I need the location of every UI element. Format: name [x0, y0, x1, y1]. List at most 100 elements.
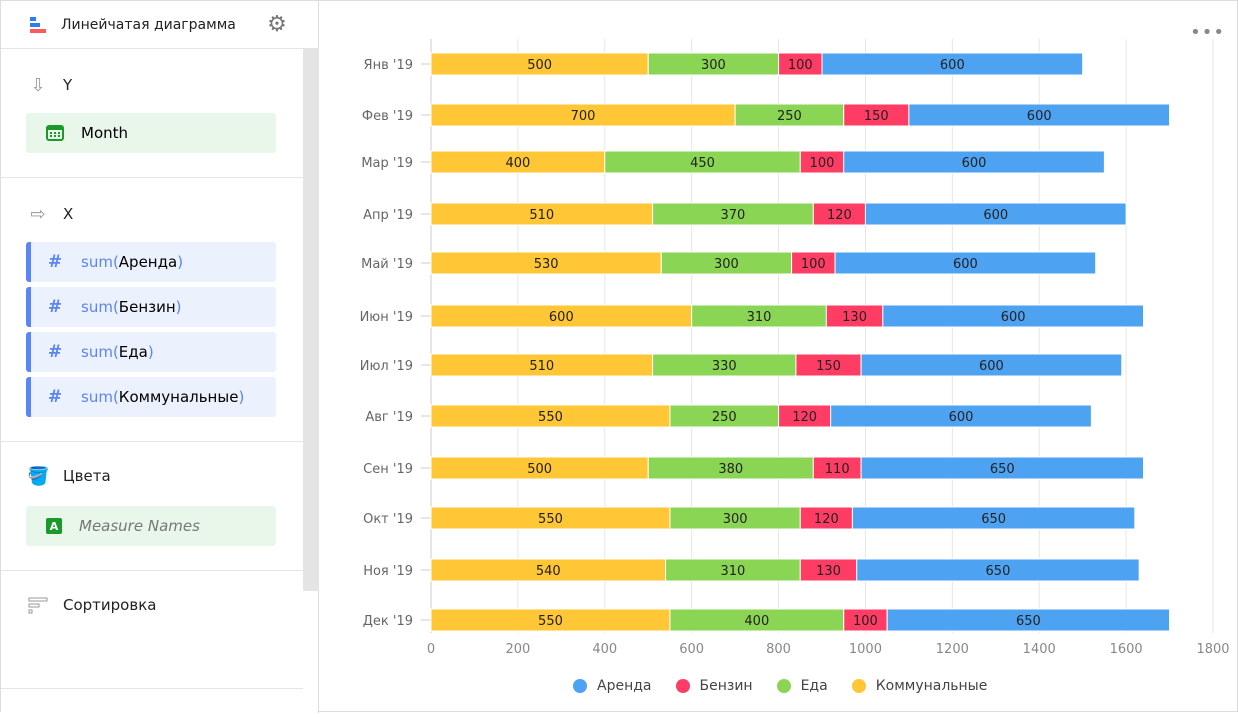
y-tick-label: Янв '19	[364, 58, 413, 73]
data-label: 380	[718, 462, 743, 477]
field-month[interactable]: Month	[26, 113, 276, 153]
bar-segment[interactable]	[821, 52, 1084, 76]
x-tick-label: 1600	[1110, 642, 1143, 657]
bar-segment[interactable]	[851, 506, 1136, 530]
data-label: 150	[864, 109, 889, 124]
data-label: 120	[827, 208, 852, 223]
bar-segment[interactable]	[886, 608, 1171, 632]
number-icon: #	[47, 387, 63, 407]
data-label: 100	[801, 257, 826, 272]
data-label: 130	[816, 564, 841, 579]
section-sort-label: Сортировка	[63, 596, 157, 614]
data-label: 300	[723, 512, 748, 527]
data-label: 650	[1016, 614, 1041, 629]
bar-segment[interactable]	[830, 404, 1092, 428]
field-measure[interactable]: # sum(Еда)	[26, 332, 276, 372]
section-x-label: X	[63, 205, 74, 223]
data-label: 650	[981, 512, 1006, 527]
more-options-icon[interactable]: •••	[1190, 22, 1225, 43]
bar-segment[interactable]	[834, 251, 1097, 275]
data-label: 500	[527, 462, 552, 477]
arrow-right-icon: ⇨	[30, 203, 46, 225]
data-label: 600	[979, 359, 1004, 374]
data-label: 330	[712, 359, 737, 374]
data-label: 250	[712, 410, 737, 425]
x-tick-label: 200	[505, 642, 530, 657]
x-tick-label: 0	[427, 642, 435, 657]
data-label: 600	[962, 156, 987, 171]
data-label: 450	[690, 156, 715, 171]
section-colors-label: Цвета	[63, 467, 111, 485]
x-tick-label: 1400	[1023, 642, 1056, 657]
x-tick-label: 600	[679, 642, 704, 657]
sidebar-scrollbar[interactable]	[303, 49, 319, 591]
data-label: 600	[949, 410, 974, 425]
data-label: 540	[536, 564, 561, 579]
y-tick-label: Авг '19	[365, 410, 413, 425]
data-label: 550	[538, 512, 563, 527]
x-tick-label: 400	[592, 642, 617, 657]
field-label: sum(Бензин)	[81, 298, 182, 316]
field-label: sum(Аренда)	[81, 253, 184, 271]
data-label: 550	[538, 614, 563, 629]
x-tick-label: 1000	[849, 642, 882, 657]
bar-segment[interactable]	[882, 304, 1144, 328]
field-measure-names[interactable]: A Measure Names	[26, 506, 276, 546]
data-label: 100	[853, 614, 878, 629]
number-icon: #	[47, 342, 63, 362]
data-label: 600	[940, 58, 965, 73]
y-tick-label: Дек '19	[363, 614, 413, 629]
bar-segment[interactable]	[856, 558, 1140, 582]
legend-swatch	[776, 679, 791, 693]
data-label: 120	[792, 410, 817, 425]
field-measure[interactable]: # sum(Коммунальные)	[26, 377, 276, 417]
field-label: Measure Names	[79, 517, 200, 535]
legend-item[interactable]: Аренда	[573, 678, 652, 694]
data-label: 510	[529, 208, 554, 223]
legend-swatch	[851, 679, 866, 693]
data-label: 100	[810, 156, 835, 171]
section-sort: Сортировка	[1, 571, 303, 689]
y-tick-label: Май '19	[361, 257, 413, 272]
data-label: 600	[953, 257, 978, 272]
legend-item[interactable]: Еда	[776, 678, 828, 694]
data-label: 100	[788, 58, 813, 73]
data-label: 550	[538, 410, 563, 425]
x-tick-label: 1800	[1196, 642, 1229, 657]
x-tick-label: 1200	[936, 642, 969, 657]
bar-segment[interactable]	[860, 353, 1123, 377]
y-tick-label: Сен '19	[363, 462, 413, 477]
legend-item[interactable]: Коммунальные	[851, 678, 987, 694]
data-label: 700	[571, 109, 596, 124]
sort-icon	[28, 597, 48, 614]
data-label: 600	[549, 310, 574, 325]
legend-swatch	[675, 679, 690, 693]
gear-icon[interactable]: ⚙	[267, 11, 287, 37]
data-label: 600	[1027, 109, 1052, 124]
field-label: sum(Еда)	[81, 343, 154, 361]
data-label: 300	[714, 257, 739, 272]
visualization-type[interactable]: Линейчатая диаграмма	[61, 16, 236, 33]
bar-segment[interactable]	[908, 103, 1171, 127]
bar-segment[interactable]	[843, 150, 1105, 174]
legend-label: Аренда	[597, 678, 652, 694]
data-label: 310	[721, 564, 746, 579]
y-tick-label: Июл '19	[360, 359, 413, 374]
field-measure[interactable]: # sum(Аренда)	[26, 242, 276, 282]
section-colors: 🪣 Цвета A Measure Names	[1, 442, 303, 571]
sidebar: Линейчатая диаграмма ⚙ ⇩ Y Month ⇨ X # sum(…	[1, 1, 319, 713]
calendar-icon	[46, 125, 64, 141]
legend-item[interactable]: Бензин	[675, 678, 753, 694]
y-tick-label: Фев '19	[362, 109, 413, 124]
bar-segment[interactable]	[864, 202, 1127, 226]
data-label: 400	[744, 614, 769, 629]
data-label: 370	[721, 208, 746, 223]
field-label: Month	[81, 124, 129, 142]
data-label: 130	[842, 310, 867, 325]
data-label: 600	[983, 208, 1008, 223]
field-measure[interactable]: # sum(Бензин)	[26, 287, 276, 327]
section-y-label: Y	[63, 76, 73, 94]
bar-segment[interactable]	[860, 456, 1144, 480]
chart-area: 0 200 400 600 800 1000 1200 1400 1600 1800 Янв '19…	[319, 1, 1238, 713]
data-label: 150	[816, 359, 841, 374]
